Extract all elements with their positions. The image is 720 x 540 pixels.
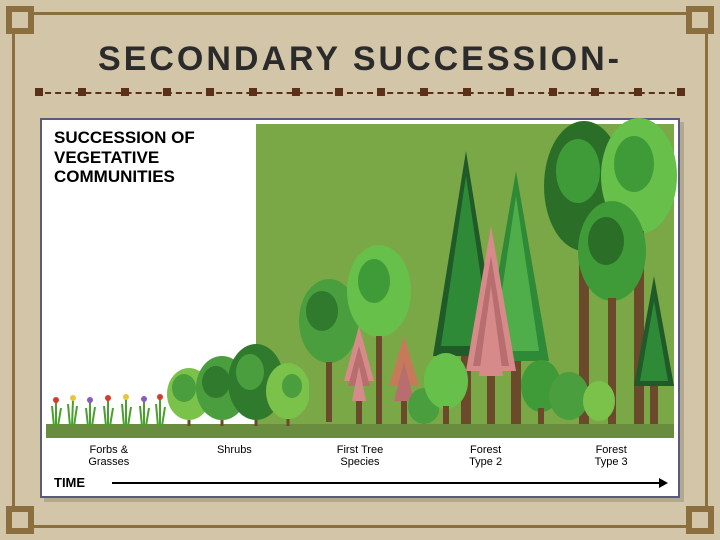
stage-label-first-tree: First Tree Species [297,444,423,468]
ground-strip [46,424,674,438]
title-underline [35,92,685,94]
succession-diagram: SUCCESSION OF VEGETATIVE COMMUNITIES For… [40,118,680,498]
stage-first-trees [294,236,439,426]
slide-title: Secondary succession- [0,40,720,79]
stage-label-forest-3: Forest Type 3 [548,444,674,468]
stage-label-forbs: Forbs & Grasses [46,444,172,468]
corner-ornament-br [686,506,714,534]
stage-forbs-grasses [46,366,174,426]
slide-frame: Secondary succession- [0,0,720,540]
time-axis-arrow [112,482,666,484]
stage-label-shrubs: Shrubs [172,444,298,468]
stage-label-forest-2: Forest Type 2 [423,444,549,468]
diagram-heading: SUCCESSION OF VEGETATIVE COMMUNITIES [54,128,195,187]
corner-ornament-tr [686,6,714,34]
time-axis-label: TIME [54,475,85,490]
stage-labels-row: Forbs & Grasses Shrubs First Tree Specie… [46,444,674,468]
stage-forest-type-3 [544,116,678,426]
stage-shrubs [164,316,309,426]
corner-ornament-tl [6,6,34,34]
corner-ornament-bl [6,506,34,534]
